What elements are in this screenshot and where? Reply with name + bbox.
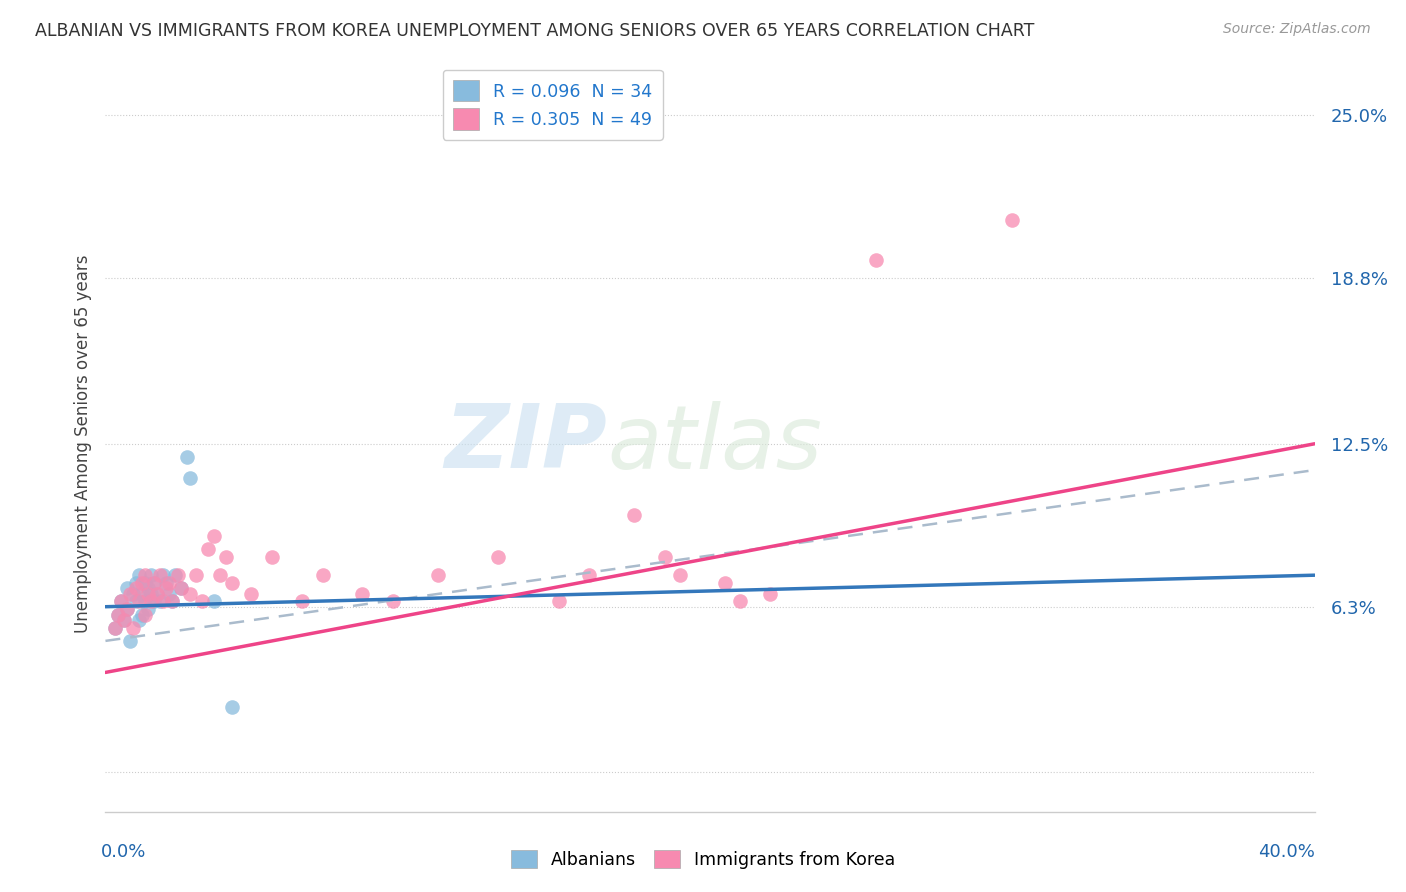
Point bbox=[110, 594, 132, 608]
Point bbox=[142, 576, 165, 591]
Point bbox=[730, 594, 752, 608]
Point bbox=[146, 586, 169, 600]
Point bbox=[157, 576, 180, 591]
Point bbox=[128, 568, 150, 582]
Point bbox=[215, 549, 238, 564]
Point bbox=[155, 582, 177, 596]
Point bbox=[128, 613, 150, 627]
Point bbox=[155, 576, 177, 591]
Point bbox=[142, 576, 165, 591]
Point bbox=[134, 568, 156, 582]
Text: Source: ZipAtlas.com: Source: ZipAtlas.com bbox=[1223, 22, 1371, 37]
Point bbox=[179, 471, 201, 485]
Point bbox=[260, 549, 283, 564]
Text: ALBANIAN VS IMMIGRANTS FROM KOREA UNEMPLOYMENT AMONG SENIORS OVER 65 YEARS CORRE: ALBANIAN VS IMMIGRANTS FROM KOREA UNEMPL… bbox=[35, 22, 1035, 40]
Legend: Albanians, Immigrants from Korea: Albanians, Immigrants from Korea bbox=[505, 844, 901, 876]
Point bbox=[112, 613, 135, 627]
Point bbox=[136, 602, 159, 616]
Point bbox=[131, 576, 153, 591]
Text: ZIP: ZIP bbox=[444, 401, 607, 487]
Point bbox=[488, 549, 510, 564]
Point bbox=[139, 568, 162, 582]
Point bbox=[352, 586, 374, 600]
Text: 40.0%: 40.0% bbox=[1258, 843, 1315, 861]
Point bbox=[160, 594, 183, 608]
Point bbox=[191, 594, 214, 608]
Point bbox=[202, 594, 225, 608]
Point bbox=[121, 621, 143, 635]
Point bbox=[128, 594, 150, 608]
Point bbox=[110, 594, 132, 608]
Point bbox=[714, 576, 737, 591]
Point bbox=[167, 568, 190, 582]
Point bbox=[131, 607, 153, 622]
Point bbox=[578, 568, 600, 582]
Point bbox=[112, 613, 135, 627]
Point bbox=[202, 529, 225, 543]
Point bbox=[131, 586, 153, 600]
Point bbox=[124, 594, 148, 608]
Point bbox=[160, 594, 183, 608]
Point bbox=[103, 621, 125, 635]
Point bbox=[170, 582, 193, 596]
Point bbox=[136, 586, 159, 600]
Point bbox=[759, 586, 782, 600]
Point bbox=[139, 594, 162, 608]
Point bbox=[149, 594, 172, 608]
Point bbox=[865, 252, 887, 267]
Point bbox=[134, 594, 156, 608]
Point bbox=[136, 582, 159, 596]
Point bbox=[427, 568, 450, 582]
Point bbox=[221, 699, 243, 714]
Point bbox=[312, 568, 335, 582]
Point bbox=[124, 576, 148, 591]
Point bbox=[134, 607, 156, 622]
Legend: R = 0.096  N = 34, R = 0.305  N = 49: R = 0.096 N = 34, R = 0.305 N = 49 bbox=[443, 70, 662, 140]
Point bbox=[124, 582, 148, 596]
Point bbox=[163, 568, 186, 582]
Point bbox=[381, 594, 404, 608]
Point bbox=[186, 568, 208, 582]
Point bbox=[152, 568, 174, 582]
Point bbox=[107, 607, 129, 622]
Point bbox=[197, 541, 219, 556]
Point bbox=[115, 602, 138, 616]
Point bbox=[115, 602, 138, 616]
Point bbox=[118, 633, 141, 648]
Point bbox=[134, 576, 156, 591]
Point bbox=[548, 594, 571, 608]
Point bbox=[139, 586, 162, 600]
Point bbox=[142, 594, 165, 608]
Point bbox=[157, 586, 180, 600]
Y-axis label: Unemployment Among Seniors over 65 years: Unemployment Among Seniors over 65 years bbox=[73, 254, 91, 633]
Point bbox=[118, 586, 141, 600]
Point bbox=[239, 586, 262, 600]
Point bbox=[152, 594, 174, 608]
Point bbox=[221, 576, 243, 591]
Point bbox=[115, 582, 138, 596]
Point bbox=[654, 549, 676, 564]
Point bbox=[107, 607, 129, 622]
Point bbox=[146, 586, 169, 600]
Point bbox=[179, 586, 201, 600]
Point bbox=[170, 582, 193, 596]
Point bbox=[209, 568, 232, 582]
Point bbox=[1001, 213, 1024, 227]
Text: atlas: atlas bbox=[607, 401, 823, 487]
Point bbox=[121, 586, 143, 600]
Point bbox=[103, 621, 125, 635]
Point bbox=[623, 508, 645, 522]
Point bbox=[176, 450, 198, 464]
Point bbox=[149, 568, 172, 582]
Point bbox=[291, 594, 314, 608]
Text: 0.0%: 0.0% bbox=[101, 843, 146, 861]
Point bbox=[669, 568, 692, 582]
